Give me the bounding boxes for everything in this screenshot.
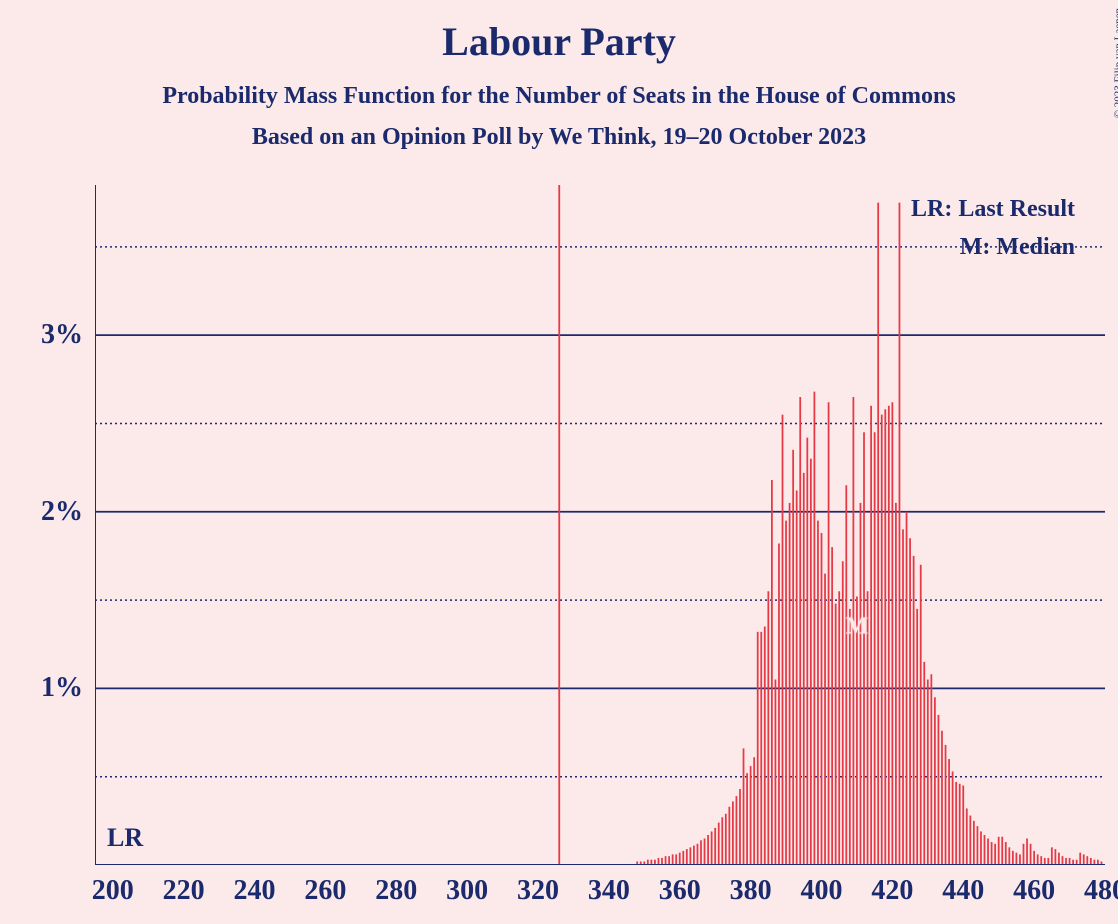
- x-tick-label: 200: [92, 875, 134, 907]
- x-tick-label: 480: [1084, 875, 1118, 907]
- x-tick-label: 440: [942, 875, 984, 907]
- x-tick-label: 360: [659, 875, 701, 907]
- y-tick-label: 2%: [41, 496, 83, 528]
- lr-marker-label: LR: [107, 823, 143, 853]
- x-tick-label: 340: [588, 875, 630, 907]
- x-tick-label: 240: [233, 875, 275, 907]
- x-tick-label: 260: [304, 875, 346, 907]
- chart-subtitle2: Based on an Opinion Poll by We Think, 19…: [0, 124, 1118, 151]
- x-tick-label: 420: [871, 875, 913, 907]
- chart-legend: LR: Last Result M: Median: [911, 190, 1075, 267]
- x-tick-label: 280: [375, 875, 417, 907]
- legend-m: M: Median: [911, 228, 1075, 266]
- x-tick-label: 380: [730, 875, 772, 907]
- chart-title: Labour Party: [0, 0, 1118, 65]
- legend-lr: LR: Last Result: [911, 190, 1075, 228]
- chart-area: LR: Last Result M: Median LR 1%2%3% 2002…: [95, 185, 1105, 865]
- x-tick-label: 460: [1013, 875, 1055, 907]
- copyright-text: © 2023 Filip van Laenen: [1112, 8, 1118, 118]
- median-marker-label: M: [846, 613, 869, 640]
- y-tick-label: 3%: [41, 319, 83, 351]
- x-tick-label: 220: [163, 875, 205, 907]
- chart-svg: [95, 185, 1105, 865]
- x-tick-label: 400: [800, 875, 842, 907]
- y-tick-label: 1%: [41, 672, 83, 704]
- x-tick-label: 300: [446, 875, 488, 907]
- x-tick-label: 320: [517, 875, 559, 907]
- chart-subtitle: Probability Mass Function for the Number…: [0, 83, 1118, 110]
